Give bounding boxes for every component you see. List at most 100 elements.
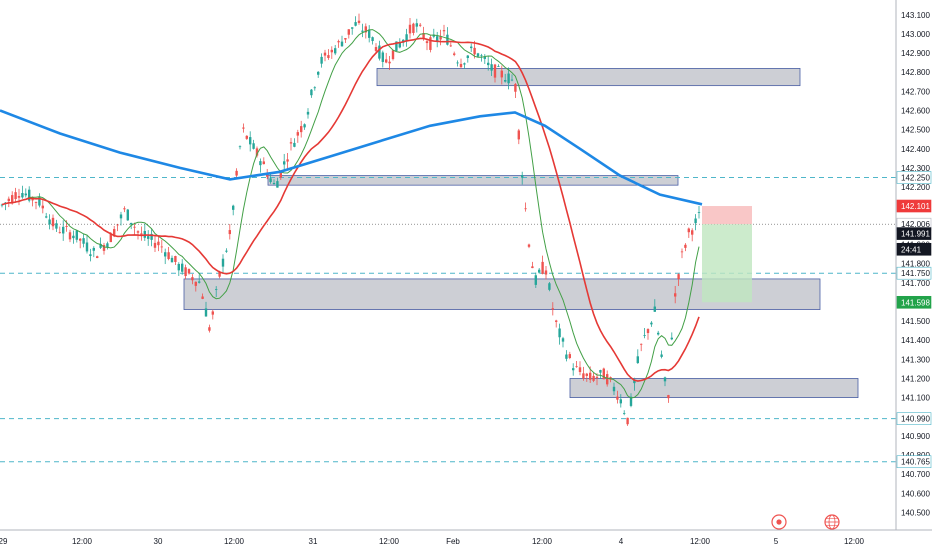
price-tick-label: 142.500: [901, 126, 930, 135]
price-tick-label: 140.900: [901, 432, 930, 441]
candle-body: [429, 37, 432, 50]
candle-body: [626, 417, 629, 425]
candle-body: [38, 196, 41, 206]
candle-body: [561, 338, 565, 342]
price-tick-label: 142.600: [901, 107, 930, 116]
candle-body: [259, 161, 262, 166]
candle-body: [568, 354, 571, 359]
candle-body: [636, 356, 639, 364]
price-tick-label: 142.800: [901, 68, 930, 77]
candle-body: [136, 231, 140, 233]
price-tag: [896, 227, 932, 240]
candle-body: [653, 306, 656, 312]
candle-body: [497, 66, 500, 68]
zone-rectangle[interactable]: [569, 378, 859, 398]
candle-body: [126, 209, 129, 221]
candle-body: [657, 332, 660, 335]
price-tag: [896, 412, 932, 425]
price-tick-label: 140.500: [901, 508, 930, 517]
candle-body: [687, 228, 690, 233]
price-tag-label: 141.598: [901, 298, 930, 307]
candle-body: [694, 218, 697, 224]
candle-body: [225, 250, 228, 252]
price-tag: [896, 295, 932, 309]
price-tick-label: 143.100: [901, 11, 930, 20]
candle-body: [119, 214, 123, 219]
price-axis-background[interactable]: [896, 0, 932, 530]
candle-body: [490, 64, 493, 71]
candle-body: [674, 293, 677, 297]
position-tool[interactable]: [702, 206, 752, 303]
candle-body: [242, 127, 245, 129]
candle-body: [28, 189, 31, 201]
candle-body: [555, 320, 558, 322]
candle-body: [595, 376, 599, 378]
candle-body: [551, 308, 554, 310]
candle-body: [334, 48, 337, 54]
candle-body: [96, 256, 99, 259]
candle-body: [606, 374, 609, 385]
candle-body: [218, 271, 221, 277]
candle-body: [51, 217, 55, 227]
candle-body: [578, 367, 582, 373]
stop-loss-area[interactable]: [702, 206, 752, 225]
candle-body: [381, 52, 384, 62]
candle-body: [11, 195, 14, 203]
zone-rectangle[interactable]: [376, 68, 801, 87]
candle-body: [432, 34, 435, 37]
moving-average-red: [1, 37, 700, 382]
zone-rectangle[interactable]: [267, 175, 679, 186]
candle-body: [612, 386, 616, 392]
record-icon[interactable]: [771, 514, 787, 530]
candle-body: [153, 242, 157, 248]
time-tick-label: 12:00: [379, 537, 400, 546]
time-tick-label: 5: [774, 537, 779, 546]
candle-body: [361, 30, 364, 32]
candle-body: [517, 130, 520, 140]
time-axis-background[interactable]: [0, 530, 932, 550]
candle-body: [41, 205, 44, 209]
candle-body: [510, 79, 514, 81]
zones-layer: [183, 68, 859, 398]
candle-body: [306, 111, 310, 115]
globe-icon[interactable]: [824, 514, 840, 530]
candle-body: [544, 270, 548, 275]
candle-body: [633, 379, 636, 384]
moving-averages: [0, 29, 703, 399]
candle-body: [436, 36, 439, 42]
price-tick-label: 141.800: [901, 260, 930, 269]
candle-body: [640, 343, 643, 345]
candle-body: [697, 212, 701, 213]
candle-body: [34, 202, 38, 203]
candle-body: [589, 372, 592, 380]
levels-layer: [0, 177, 896, 463]
candle-body: [272, 183, 276, 185]
candle-body: [228, 230, 231, 235]
candle-body: [82, 238, 85, 244]
candle-body: [221, 258, 225, 267]
candle-body: [252, 143, 255, 149]
candle-body: [347, 29, 350, 35]
candle-body: [323, 52, 327, 56]
candle-body: [164, 252, 167, 257]
candle-body: [408, 24, 412, 34]
candle-body: [0, 204, 4, 206]
candle-body: [102, 244, 106, 251]
candle-body: [55, 223, 58, 229]
time-tick-label: 12:00: [532, 537, 553, 546]
price-tick-label: 142.300: [901, 164, 930, 173]
candle-body: [521, 175, 524, 178]
candle-body: [99, 243, 102, 248]
candle-body: [422, 33, 425, 39]
candle-body: [300, 126, 303, 133]
price-tag: [896, 242, 932, 256]
candle-body: [123, 208, 126, 210]
candle-body: [79, 238, 82, 241]
take-profit-area[interactable]: [702, 224, 752, 303]
candle-body: [374, 47, 378, 51]
candle-body: [337, 41, 340, 43]
candle-body: [293, 142, 296, 147]
candle-body: [177, 263, 180, 271]
candle-body: [585, 373, 588, 376]
